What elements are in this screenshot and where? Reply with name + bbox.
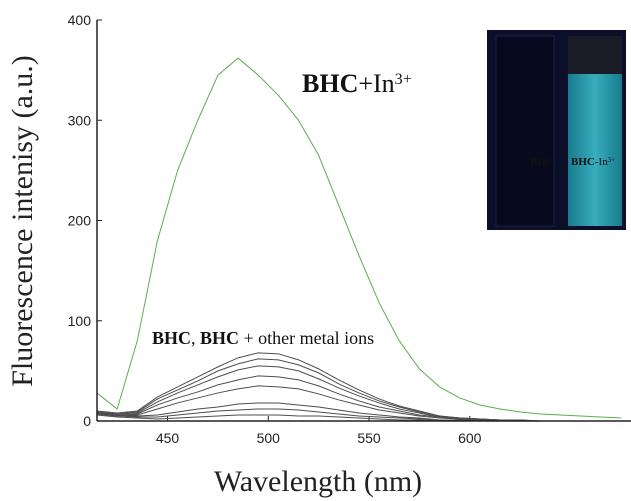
x-tick-label: 500 — [257, 430, 281, 446]
y-axis-label: Fluorescence intenisy (a.u.) — [6, 55, 39, 387]
annotation-part: +In — [358, 69, 394, 98]
y-tick-label: 100 — [68, 313, 92, 329]
annotation-part: 3+ — [608, 157, 615, 164]
y-tick-label: 0 — [83, 413, 91, 429]
annotation-part: BHC — [530, 156, 554, 168]
annotation-part: , — [191, 328, 200, 348]
annotation: BHC, BHC + other metal ions — [152, 328, 374, 348]
x-tick-label: 450 — [156, 430, 180, 446]
annotation-part: BHC — [571, 156, 595, 168]
spectrum-line — [96, 57, 621, 419]
spectrum-line — [96, 352, 621, 422]
y-tick-label: 300 — [68, 112, 92, 128]
annotation-part: BHC — [302, 69, 358, 98]
annotation-part: -In — [595, 156, 608, 168]
inset-label: BHC-In3+ — [571, 156, 615, 168]
x-tick-label: 600 — [458, 430, 482, 446]
inset-label: BHC — [530, 156, 554, 168]
annotation-part: + other metal ions — [239, 328, 374, 348]
annotation-part: BHC — [200, 328, 239, 348]
annotation-part: 3+ — [395, 71, 412, 88]
y-tick-label: 200 — [68, 213, 92, 229]
annotation-part: BHC — [152, 328, 191, 348]
annotation: BHC+In3+ — [302, 69, 412, 98]
x-tick-label: 550 — [357, 430, 381, 446]
x-axis-label: Wavelength (nm) — [214, 465, 422, 498]
spectrum-line — [96, 408, 621, 422]
inset-photo — [487, 30, 626, 230]
y-tick-label: 400 — [68, 12, 92, 28]
